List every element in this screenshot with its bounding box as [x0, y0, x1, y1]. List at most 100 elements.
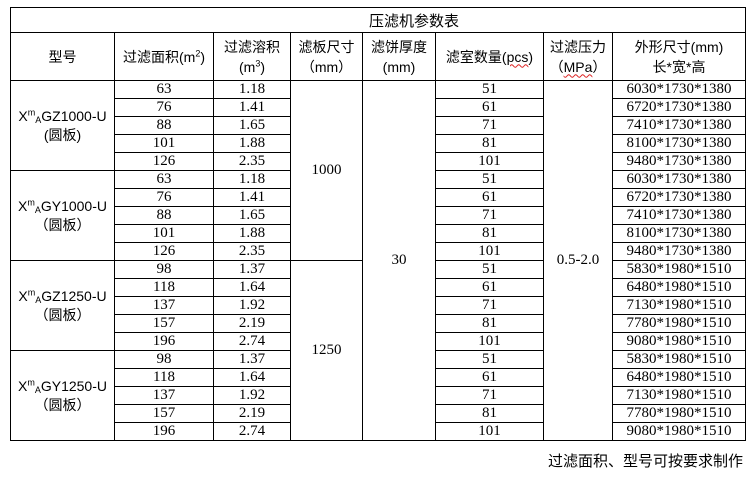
volume-cell: 1.41 — [213, 98, 291, 117]
area-cell: 196 — [114, 332, 214, 351]
volume-cell: 1.37 — [213, 350, 291, 369]
col-header-plate-size: 滤板尺寸 （mm） — [290, 32, 363, 81]
model-name: XmAGZ1000-U — [18, 106, 107, 125]
area-cell: 101 — [114, 224, 214, 243]
model-cell: XmAGY1000-U （圆板） — [10, 170, 115, 261]
dims-cell: 6480*1980*1510 — [611, 368, 747, 387]
dims-cell: 7410*1730*1380 — [611, 206, 747, 225]
data-row: 157 2.19 81 7780*1980*1510 — [11, 404, 747, 423]
area-cell: 196 — [114, 422, 214, 441]
col-header-model: 型号 — [10, 32, 115, 81]
volume-cell: 1.41 — [213, 188, 291, 207]
dims-cell: 7130*1980*1510 — [611, 386, 747, 405]
volume-cell: 2.35 — [213, 242, 291, 261]
model-name: XmAGZ1250-U — [18, 286, 107, 305]
model-cell: XmAGZ1000-U (圆板) — [10, 80, 115, 171]
chambers-cell: 81 — [435, 314, 544, 333]
col-header-filter-volume: 过滤溶积 (m3) — [213, 32, 291, 81]
dims-cell: 5830*1980*1510 — [611, 350, 747, 369]
pressure-cell: 0.5-2.0 — [543, 80, 613, 441]
model-plate-type: （圆板） — [34, 396, 91, 413]
volume-cell: 1.92 — [213, 296, 291, 315]
parameter-table: 压滤机参数表 型号 过滤面积(m2) 过滤溶积 (m3) 滤板尺寸 （mm） 滤饼厚… — [9, 7, 747, 441]
dims-cell: 6720*1730*1380 — [611, 188, 747, 207]
chambers-cell: 61 — [435, 368, 544, 387]
area-cell: 98 — [114, 350, 214, 369]
area-cell: 137 — [114, 296, 214, 315]
area-cell: 126 — [114, 242, 214, 261]
model-cell: XmAGZ1250-U （圆板） — [10, 260, 115, 351]
data-row: XmAGY1250-U （圆板） 98 1.37 51 5830*1980*15… — [10, 350, 747, 441]
dims-cell: 7780*1980*1510 — [611, 314, 747, 333]
data-row: 76 1.41 61 6720*1730*1380 — [11, 188, 747, 207]
data-row: 157 2.19 81 7780*1980*1510 — [11, 314, 747, 333]
col-header-filter-area: 过滤面积(m2) — [114, 32, 214, 81]
area-cell: 137 — [114, 386, 214, 405]
col-header-overall-dims: 外形尺寸(mm) 长*宽*高 — [611, 32, 747, 81]
data-row: XmAGY1000-U （圆板） 63 1.18 51 6030*1730*13… — [10, 170, 747, 261]
area-cell: 76 — [114, 98, 214, 117]
dims-cell: 5830*1980*1510 — [611, 260, 747, 279]
chambers-cell: 101 — [435, 332, 544, 351]
volume-cell: 1.37 — [213, 260, 291, 279]
data-row: 137 1.92 71 7130*1980*1510 — [11, 386, 747, 405]
dims-cell: 6480*1980*1510 — [611, 278, 747, 297]
area-cell: 118 — [114, 278, 214, 297]
dims-cell: 8100*1730*1380 — [611, 224, 747, 243]
dims-cell: 7130*1980*1510 — [611, 296, 747, 315]
chambers-cell: 71 — [435, 206, 544, 225]
chambers-cell: 51 — [435, 350, 544, 369]
chambers-cell: 51 — [435, 260, 544, 279]
superscript-2: 2 — [195, 47, 201, 58]
area-cell: 63 — [114, 170, 214, 189]
volume-cell: 1.88 — [213, 224, 291, 243]
cake-thickness-cell: 30 — [362, 80, 436, 441]
title-row: 压滤机参数表 — [9, 7, 747, 33]
spellcheck-mpa: MPa — [563, 58, 593, 75]
data-row: 126 2.35 101 9480*1730*1380 — [11, 242, 747, 261]
chambers-cell: 61 — [435, 278, 544, 297]
dims-cell: 9080*1980*1510 — [611, 422, 747, 441]
chambers-cell: 61 — [435, 188, 544, 207]
plate-size-cell-1250: 1250 — [290, 260, 363, 441]
chambers-cell: 61 — [435, 98, 544, 117]
chambers-cell: 101 — [435, 422, 544, 441]
volume-cell: 1.64 — [213, 368, 291, 387]
area-cell: 118 — [114, 368, 214, 387]
area-cell: 101 — [114, 134, 214, 153]
area-cell: 76 — [114, 188, 214, 207]
dims-cell: 9480*1730*1380 — [611, 152, 747, 171]
data-row: 88 1.65 71 7410*1730*1380 — [11, 116, 747, 135]
chambers-cell: 51 — [435, 80, 544, 99]
data-row: 196 2.74 101 9080*1980*1510 — [11, 332, 747, 351]
volume-cell: 1.92 — [213, 386, 291, 405]
area-cell: 98 — [114, 260, 214, 279]
dims-cell: 8100*1730*1380 — [611, 134, 747, 153]
model-name: XmAGY1250-U — [17, 376, 107, 395]
model-plate-type: （圆板） — [34, 306, 91, 323]
chambers-cell: 101 — [435, 242, 544, 261]
data-row: 126 2.35 101 9480*1730*1380 — [11, 152, 747, 171]
col-header-cake-thickness: 滤饼厚度 (mm) — [362, 32, 436, 81]
area-cell: 126 — [114, 152, 214, 171]
chambers-cell: 71 — [435, 386, 544, 405]
volume-cell: 2.19 — [213, 314, 291, 333]
chambers-cell: 81 — [435, 224, 544, 243]
volume-cell: 2.19 — [213, 404, 291, 423]
header-row: 型号 过滤面积(m2) 过滤溶积 (m3) 滤板尺寸 （mm） 滤饼厚度 (mm) 滤… — [10, 32, 747, 81]
table-title: 压滤机参数表 — [9, 7, 747, 33]
volume-cell: 2.74 — [213, 422, 291, 441]
data-row: 196 2.74 101 9080*1980*1510 — [11, 422, 747, 441]
dims-cell: 6030*1730*1380 — [611, 80, 747, 99]
chambers-cell: 71 — [435, 296, 544, 315]
model-plate-type: (圆板) — [43, 126, 82, 143]
col-header-filter-pressure: 过滤压力 （MPa） — [543, 32, 613, 81]
model-plate-type: （圆板） — [34, 216, 91, 233]
plate-size-cell-1000: 1000 — [290, 80, 363, 261]
footer-note: 过滤面积、型号可按要求制作 — [547, 453, 743, 470]
chambers-cell: 81 — [435, 404, 544, 423]
volume-cell: 2.74 — [213, 332, 291, 351]
dims-cell: 6720*1730*1380 — [611, 98, 747, 117]
chambers-cell: 51 — [435, 170, 544, 189]
data-row: XmAGZ1000-U (圆板) 63 1.18 1000 30 51 0.5-… — [10, 80, 747, 441]
